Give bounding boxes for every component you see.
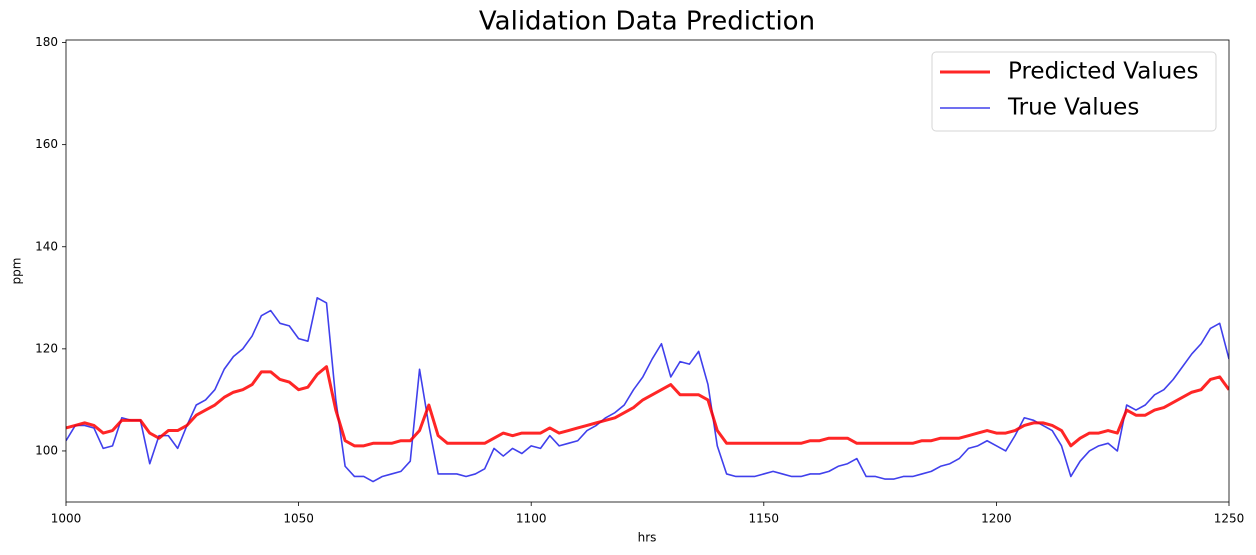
x-tick-label: 1250 — [1214, 512, 1245, 526]
x-tick-label: 1000 — [51, 512, 82, 526]
y-tick-label: 100 — [35, 443, 58, 457]
x-tick-label: 1150 — [749, 512, 780, 526]
y-tick-label: 120 — [35, 341, 58, 355]
chart-title: Validation Data Prediction — [479, 7, 815, 37]
data-line — [66, 297, 1229, 483]
x-tick-label: 1100 — [516, 512, 547, 526]
y-axis-label: ppm — [10, 258, 24, 285]
x-tick-label: 1050 — [283, 512, 314, 526]
y-tick-label: 180 — [35, 35, 58, 49]
y-tick-label: 140 — [35, 239, 58, 253]
legend-label: Predicted Values — [1008, 59, 1198, 85]
y-tick-label: 160 — [35, 137, 58, 151]
data-line — [66, 365, 1229, 448]
legend-label: True Values — [1007, 95, 1139, 121]
x-axis-label: hrs — [638, 531, 657, 545]
x-tick-label: 1200 — [981, 512, 1012, 526]
plot-frame — [65, 39, 1230, 503]
legend-box — [931, 51, 1217, 132]
